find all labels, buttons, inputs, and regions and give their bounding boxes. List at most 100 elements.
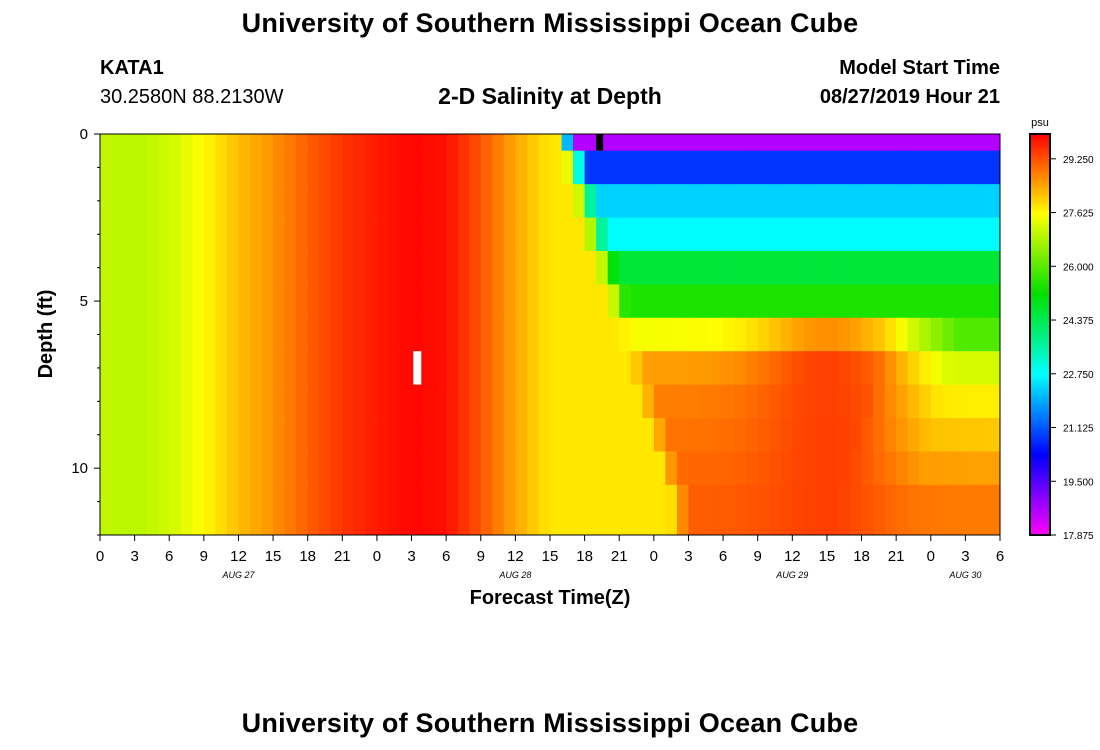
heatmap-cell (100, 284, 112, 319)
heatmap-cell (907, 134, 920, 152)
heatmap-cell (215, 134, 228, 152)
heatmap-cell (953, 184, 966, 218)
heatmap-cell (676, 317, 689, 352)
heatmap-cell (226, 184, 239, 218)
heatmap-cell (573, 217, 586, 252)
heatmap-cell (850, 250, 862, 285)
heatmap-cell (884, 284, 897, 319)
heatmap-cell (342, 418, 355, 452)
page-title: University of Southern Mississippi Ocean… (241, 8, 859, 38)
heatmap-cell (111, 184, 124, 218)
heatmap-cell (342, 451, 355, 486)
heatmap-cell (261, 418, 274, 452)
heatmap-cell (123, 217, 136, 252)
heatmap-cell (215, 184, 228, 218)
heatmap-cell (550, 418, 562, 452)
heatmap-cell (423, 484, 436, 536)
heatmap-cell (676, 217, 689, 252)
heatmap-cell (676, 184, 689, 218)
heatmap-cell (342, 217, 355, 252)
heatmap-cell (538, 384, 551, 419)
heatmap-cell (111, 317, 124, 352)
heatmap-cells (100, 134, 1001, 536)
heatmap-cell (203, 351, 216, 386)
heatmap-cell (111, 351, 124, 386)
heatmap-cell (873, 134, 886, 152)
heatmap-cell (988, 134, 1001, 152)
day-label: AUG 27 (221, 570, 255, 580)
heatmap-cell (319, 284, 332, 319)
heatmap-cell (400, 317, 412, 352)
heatmap-cell (757, 150, 770, 185)
heatmap-cell (457, 250, 470, 285)
heatmap-cell (238, 284, 251, 319)
heatmap-cell (273, 451, 286, 486)
heatmap-cell (226, 418, 239, 452)
heatmap-cell (226, 351, 239, 386)
heatmap-cell (665, 484, 678, 536)
heatmap-cell (596, 284, 609, 319)
heatmap-cell (757, 351, 770, 386)
heatmap-cell (792, 250, 805, 285)
heatmap-cell (907, 484, 920, 536)
x-tick-label: 18 (299, 548, 316, 565)
heatmap-cell (376, 134, 389, 152)
heatmap-cell (573, 484, 586, 536)
heatmap-cell (584, 484, 597, 536)
heatmap-cell (146, 284, 159, 319)
heatmap-cell (192, 317, 205, 352)
heatmap-cell (607, 184, 620, 218)
heatmap-cell (619, 451, 632, 486)
heatmap-cell (930, 384, 943, 419)
x-tick-label: 3 (407, 548, 415, 565)
heatmap-cell (826, 351, 839, 386)
heatmap-cell (838, 484, 851, 536)
heatmap-cell (388, 150, 401, 185)
heatmap-cell (203, 134, 216, 152)
heatmap-cell (584, 217, 597, 252)
heatmap-cell (434, 418, 447, 452)
heatmap-cell (642, 451, 655, 486)
heatmap-cell (111, 250, 124, 285)
heatmap-cell (896, 217, 909, 252)
heatmap-cell (515, 250, 528, 285)
x-tick-label: 18 (576, 548, 593, 565)
heatmap-cell (700, 284, 712, 319)
heatmap-cell (480, 184, 493, 218)
heatmap-cell (942, 384, 955, 419)
heatmap-cell (238, 134, 251, 152)
heatmap-cell (457, 451, 470, 486)
heatmap-cell (503, 418, 516, 452)
heatmap-cell (423, 418, 436, 452)
heatmap-cell (111, 384, 124, 419)
heatmap-cell (226, 134, 239, 152)
heatmap-cell (907, 384, 920, 419)
heatmap-cell (965, 217, 978, 252)
heatmap-cell (180, 134, 193, 152)
heatmap-cell (919, 184, 932, 218)
heatmap-cell (157, 451, 170, 486)
heatmap-cell (307, 317, 320, 352)
heatmap-cell (203, 418, 216, 452)
heatmap-cell (319, 134, 332, 152)
heatmap-cell (803, 284, 816, 319)
heatmap-cell (515, 150, 528, 185)
heatmap-cell (688, 384, 701, 419)
heatmap-cell (642, 484, 655, 536)
heatmap-cell (226, 284, 239, 319)
heatmap-cell (273, 250, 286, 285)
heatmap-cell (803, 484, 816, 536)
heatmap-cell (642, 217, 655, 252)
heatmap-cell (584, 150, 597, 185)
heatmap-cell (538, 451, 551, 486)
heatmap-cell (376, 418, 389, 452)
heatmap-cell (826, 384, 839, 419)
heatmap-cell (480, 134, 493, 152)
heatmap-cell (619, 484, 632, 536)
heatmap-cell (700, 484, 712, 536)
heatmap-cell (653, 451, 666, 486)
heatmap-cell (538, 250, 551, 285)
heatmap-cell (330, 418, 343, 452)
heatmap-cell (492, 317, 505, 352)
heatmap-cell (988, 384, 1001, 419)
